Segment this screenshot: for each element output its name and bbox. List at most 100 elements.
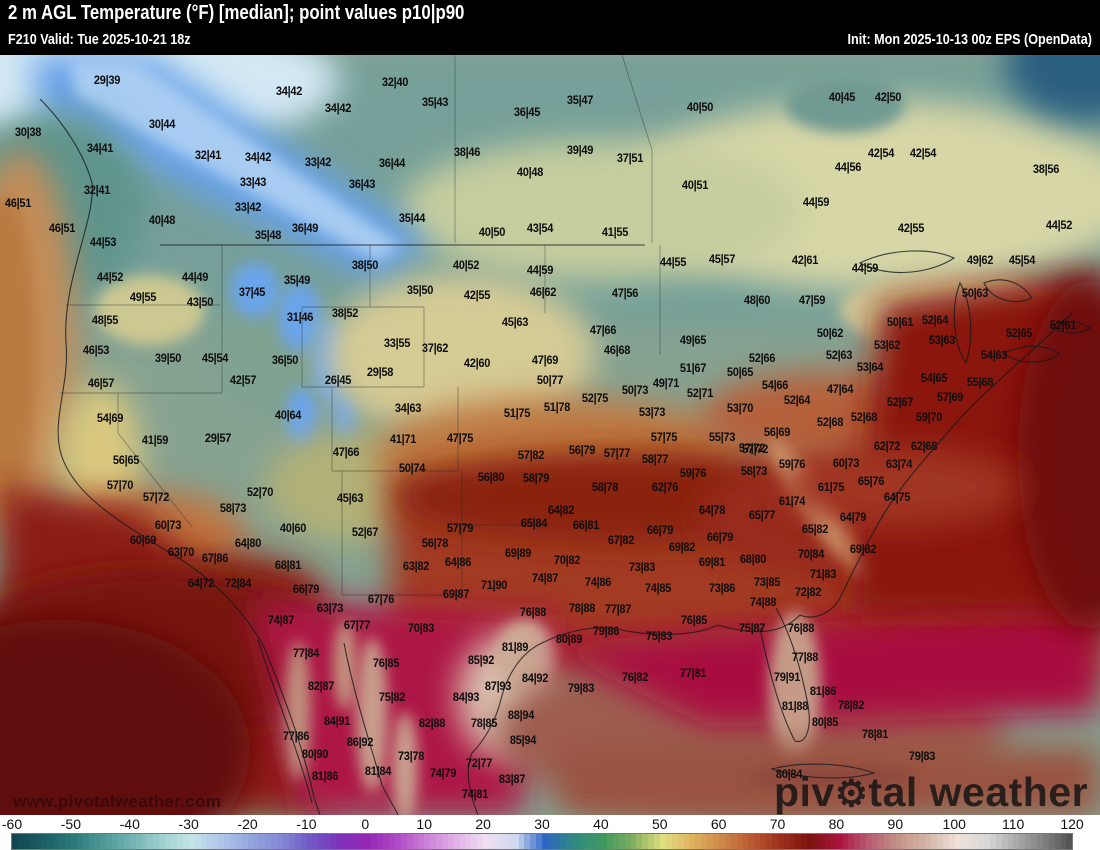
- colorbar-tick-label: 80: [828, 816, 845, 832]
- colorbar-cell: [1048, 834, 1055, 849]
- state-borders: [60, 55, 661, 596]
- colorbar-cell: [141, 834, 148, 849]
- brand-watermark: piv⚙tal weather: [774, 769, 1088, 816]
- colorbar-cell: [324, 834, 331, 849]
- colorbar-cell: [630, 834, 637, 849]
- colorbar-cell: [824, 834, 831, 849]
- colorbar-cell: [695, 834, 702, 849]
- colorbar-cell: [795, 834, 802, 849]
- colorbar-cell: [1060, 834, 1067, 849]
- colorbar-cell: [188, 834, 195, 849]
- colorbar-cell: [618, 834, 625, 849]
- colorbar-tick-label: -60: [1, 816, 23, 832]
- brand-text-pre: piv: [774, 769, 835, 815]
- colorbar-cell: [129, 834, 136, 849]
- colorbar-cell: [377, 834, 384, 849]
- colorbar-cell: [182, 834, 189, 849]
- colorbar-cell: [718, 834, 725, 849]
- temperature-map: [0, 55, 1100, 815]
- colorbar-cell: [88, 834, 95, 849]
- colorbar-cell: [271, 834, 278, 849]
- header-bar: 2 m AGL Temperature (°F) [median]; point…: [0, 0, 1100, 55]
- colorbar-cell: [442, 834, 448, 849]
- colorbar-tick-label: 0: [361, 816, 370, 832]
- colorbar-cell: [771, 834, 778, 849]
- colorbar-cell: [895, 834, 902, 849]
- colorbar-tick-label: 110: [1001, 816, 1025, 832]
- colorbar-cell: [601, 834, 607, 849]
- colorbar-cell: [936, 834, 943, 849]
- colorbar-cell: [100, 834, 107, 849]
- colorbar-cell: [465, 834, 472, 849]
- colorbar-cell: [848, 834, 855, 849]
- colorbar-cell: [253, 834, 260, 849]
- colorbar-cell: [453, 834, 460, 849]
- colorbar-cell: [978, 834, 984, 849]
- colorbar-cell: [106, 834, 113, 849]
- colorbar-cell: [742, 834, 749, 849]
- colorbar-cell: [288, 834, 295, 849]
- map-title: 2 m AGL Temperature (°F) [median]; point…: [8, 2, 465, 24]
- colorbar-cell: [135, 834, 142, 849]
- colorbar-cell: [118, 834, 124, 849]
- colorbar-cell: [365, 834, 372, 849]
- colorbar-cell: [112, 834, 119, 849]
- colorbar-tick-label: 10: [416, 816, 433, 832]
- colorbar-cell: [548, 834, 554, 849]
- colorbar-cell: [159, 834, 166, 849]
- colorbar-cell: [1001, 834, 1008, 849]
- colorbar-cell: [1025, 834, 1032, 849]
- colorbar-cell: [819, 834, 825, 849]
- colorbar-cell: [836, 834, 843, 849]
- colorbar-cell: [447, 834, 454, 849]
- colorbar-cell: [123, 834, 130, 849]
- colorbar-cell: [654, 834, 660, 849]
- colorbar-cell: [989, 834, 996, 849]
- colorbar-cell: [801, 834, 808, 849]
- colorbar-cell: [636, 834, 643, 849]
- colorbar-cell: [830, 834, 837, 849]
- colorbar-cell: [724, 834, 731, 849]
- colorbar-cell: [294, 834, 301, 849]
- colorbar-cell: [942, 834, 949, 849]
- colorbar-cell: [707, 834, 713, 849]
- colorbar-tick-label: -40: [119, 816, 140, 832]
- init-time-text: Init: Mon 2025-10-13 00z EPS (OpenData): [847, 31, 1092, 48]
- colorbar-cell: [606, 834, 613, 849]
- colorbar-tick-label: -10: [296, 816, 317, 832]
- colorbar-cell: [212, 834, 219, 849]
- brand-text-post: tal weather: [868, 769, 1089, 815]
- colorbar-cell: [595, 834, 602, 849]
- colorbar-cell: [1036, 834, 1043, 849]
- colorbar-cell: [813, 834, 820, 849]
- colorbar-cell: [506, 834, 513, 849]
- colorbar-cell: [394, 834, 401, 849]
- colorbar-cell: [436, 834, 443, 849]
- colorbar-cell: [777, 834, 784, 849]
- colorbar-cell: [194, 834, 201, 849]
- colorbar-cell: [412, 834, 419, 849]
- colorbar-cell: [1007, 834, 1014, 849]
- colorbar-cell: [247, 834, 254, 849]
- colorbar-cell: [29, 834, 36, 849]
- colorbar-cell: [872, 834, 878, 849]
- colorbar-cell: [736, 834, 743, 849]
- colorbar-cell: [330, 834, 336, 849]
- colorbar-cell: [371, 834, 378, 849]
- colorbar-cell: [65, 834, 71, 849]
- colorbar-tick-label: 60: [710, 816, 727, 832]
- coastline-borders: [39, 98, 1091, 815]
- colorbar-cell: [430, 834, 437, 849]
- colorbar-cell: [901, 834, 908, 849]
- colorbar-cell: [807, 834, 814, 849]
- colorbar-tick-label: 90: [887, 816, 904, 832]
- colorbar-cell: [907, 834, 914, 849]
- valid-time-text: F210 Valid: Tue 2025-10-21 18z: [8, 31, 191, 48]
- colorbar-cell: [1013, 834, 1020, 849]
- colorbar-cell: [712, 834, 719, 849]
- colorbar-cell: [383, 834, 389, 849]
- colorbar-cell: [883, 834, 890, 849]
- colorbar-cell: [995, 834, 1002, 849]
- colorbar-cell: [1019, 834, 1026, 849]
